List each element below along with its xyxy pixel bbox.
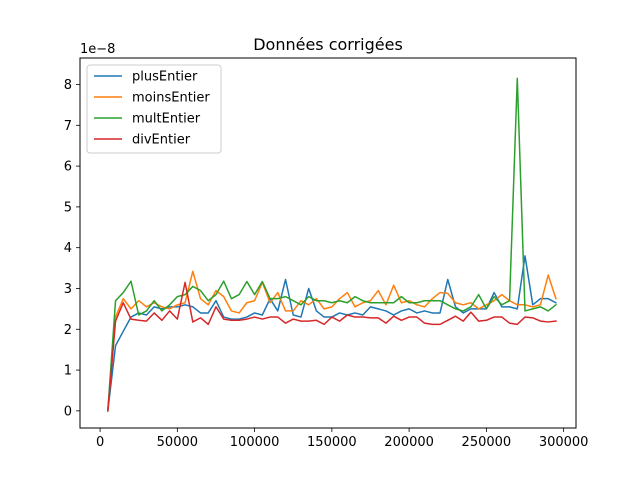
y-tick-label: 6 <box>64 160 72 175</box>
x-tick-label: 0 <box>96 435 104 450</box>
series-line-moinsEntier <box>107 270 557 412</box>
legend-label-plusEntier: plusEntier <box>132 70 198 85</box>
series-line-divEntier <box>106 281 557 412</box>
x-tick-label: 200000 <box>384 435 434 450</box>
y-tick-label: 0 <box>64 404 72 419</box>
y-tick-label: 4 <box>64 241 72 256</box>
chart-title: Données corrigées <box>253 35 403 54</box>
x-tick-label: 50000 <box>157 435 198 450</box>
y-tick-label: 2 <box>64 323 72 338</box>
x-tick-label: 100000 <box>230 435 280 450</box>
y-axis: 0 1 2 3 4 5 6 7 8 <box>64 78 80 419</box>
axes-frame <box>79 57 577 429</box>
legend-box <box>86 64 222 154</box>
legend-label-divEntier: divEntier <box>132 133 191 148</box>
series-lines-group <box>106 77 557 412</box>
legend: plusEntier moinsEntier multEntier divEntier <box>86 64 222 154</box>
x-tick-label: 250000 <box>462 435 512 450</box>
y-scale-offset-label: 1e−8 <box>80 42 115 57</box>
y-tick-label: 5 <box>64 200 72 215</box>
x-tick-label: 150000 <box>307 435 357 450</box>
y-tick-label: 1 <box>64 364 72 379</box>
y-tick-label: 7 <box>64 119 72 134</box>
y-tick-label: 3 <box>64 282 72 297</box>
legend-label-multEntier: multEntier <box>132 112 201 127</box>
y-tick-label: 8 <box>64 78 72 93</box>
x-axis: 0 50000 100000 150000 200000 250000 300000 <box>96 428 589 450</box>
legend-label-moinsEntier: moinsEntier <box>132 91 210 106</box>
x-tick-label: 300000 <box>539 435 589 450</box>
